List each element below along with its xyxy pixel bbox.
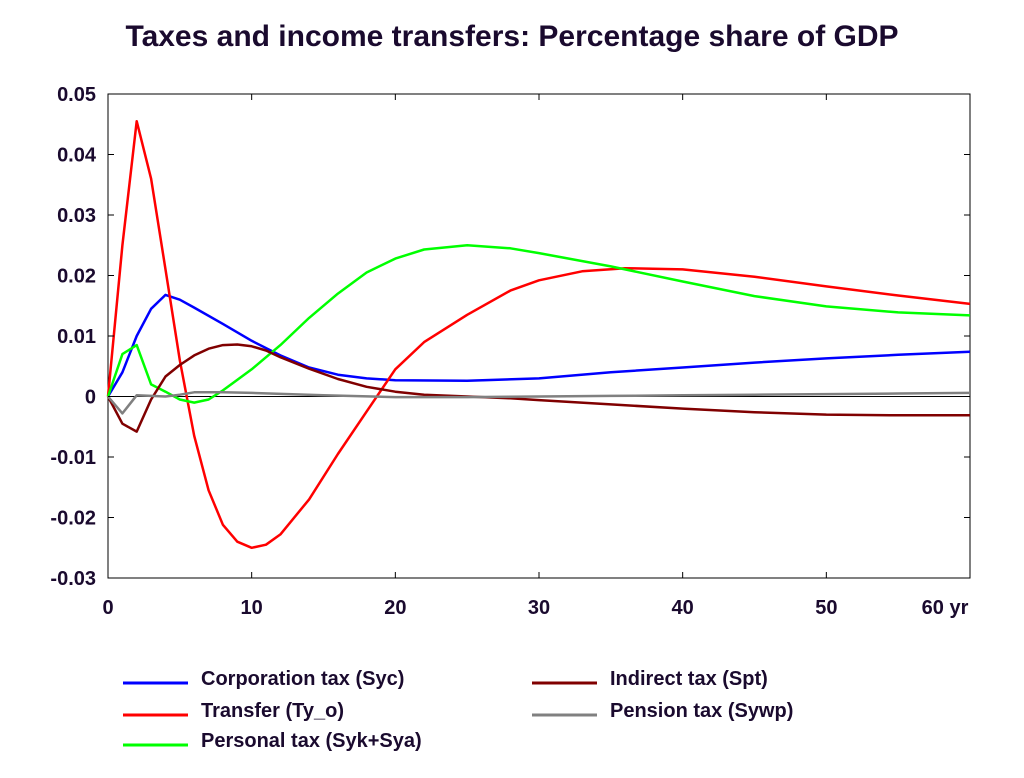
x-tick-label: 50 bbox=[815, 597, 837, 619]
x-tick-label: 60 yr bbox=[922, 597, 969, 619]
y-tick-label: 0.05 bbox=[57, 84, 96, 106]
y-tick-label: -0.02 bbox=[50, 508, 96, 530]
x-tick-label: 40 bbox=[672, 597, 694, 619]
y-tick-label: 0.01 bbox=[57, 326, 96, 348]
series-line-3 bbox=[106, 244, 971, 404]
y-tick-label: -0.03 bbox=[50, 568, 96, 590]
x-tick-label: 30 bbox=[528, 597, 550, 619]
x-tick-label: 20 bbox=[384, 597, 406, 619]
plot-border bbox=[107, 93, 971, 579]
legend-label: Pension tax (Sywp) bbox=[610, 700, 793, 722]
y-tick-label: -0.01 bbox=[50, 447, 96, 469]
x-tick-label: 0 bbox=[102, 597, 113, 619]
y-tick-label: 0 bbox=[85, 387, 96, 409]
y-tick-label: 0.04 bbox=[57, 145, 97, 167]
series-line-1 bbox=[106, 293, 971, 398]
series-line-2 bbox=[106, 119, 971, 550]
y-tick-label: 0.03 bbox=[57, 205, 96, 227]
legend-label: Transfer (Ty_o) bbox=[201, 700, 344, 722]
legend-label: Indirect tax (Spt) bbox=[610, 668, 768, 690]
series-line-5 bbox=[107, 391, 971, 415]
series-line-4 bbox=[106, 343, 970, 433]
legend-label: Corporation tax (Syc) bbox=[201, 668, 404, 690]
y-tick-label: 0.02 bbox=[57, 266, 96, 288]
legend-label: Personal tax (Syk+Sya) bbox=[201, 730, 422, 752]
x-tick-label: 10 bbox=[241, 597, 263, 619]
chart-title: Taxes and income transfers: Percentage s… bbox=[125, 20, 899, 53]
